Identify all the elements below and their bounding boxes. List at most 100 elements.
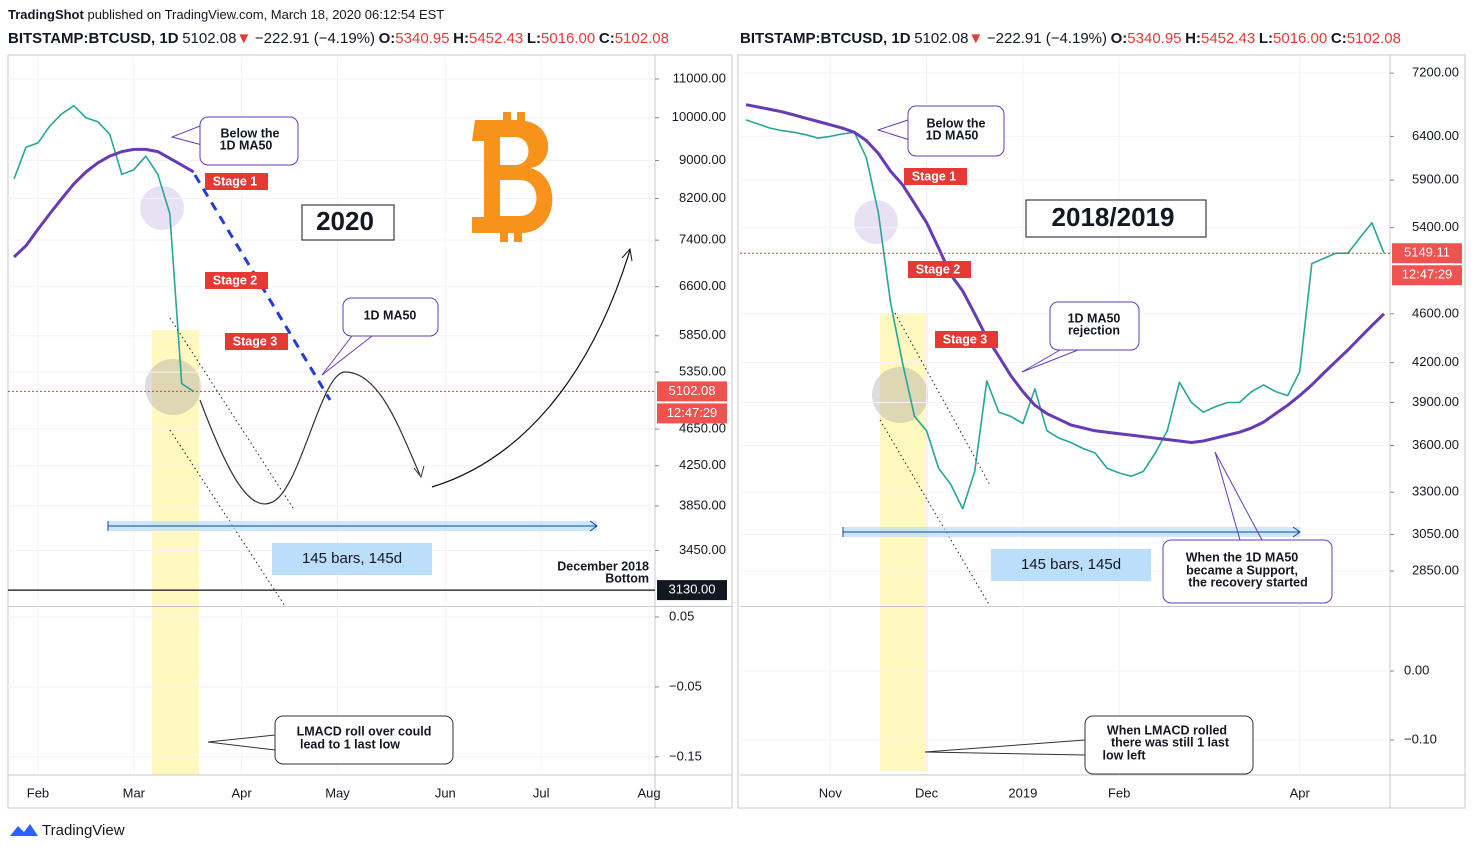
y-tick-label: 10000.00 [672,109,726,124]
stage-label: Stage 1 [213,174,258,188]
background-layer [140,186,928,775]
quote-line: BITSTAMP:BTCUSD, 1D 5102.08▼ −222.91 (−4… [8,30,669,47]
support-tag-label: 3130.00 [669,582,716,597]
x-tick-label: Apr [1290,785,1311,800]
y-tick-label: 3850.00 [679,497,726,512]
y-tick-label: 4650.00 [679,421,726,436]
callout-text: 1D MA50 [926,128,979,142]
quote-h: 5452.43 [469,30,523,47]
quote-c: 5102.08 [615,30,669,47]
callout-text: 1D MA50 [364,308,417,322]
y-tick-label: 4250.00 [679,457,726,472]
panel-title: 2018/2019 [1052,202,1175,232]
stage-box [935,331,998,348]
callout-text: became a Support, [1186,563,1298,577]
quote-o: 5340.95 [1127,30,1181,47]
stage-box [205,272,268,289]
callout-pointer [1021,349,1079,373]
stage-label: Stage 3 [233,334,278,348]
annotation-layer: 145 bars, 145d Below the 1D MA50 Stage 1… [107,105,1333,775]
quote-change: −222.91 (−4.19%) [987,30,1107,47]
bottom-label: December 2018 [557,559,649,573]
y-tick-label: 2850.00 [1412,562,1459,577]
callout-pointer [321,335,373,376]
stage-label: Stage 3 [943,332,988,346]
quote-h-label: H: [453,30,469,47]
quote-change: −222.91 (−4.19%) [255,30,375,47]
arrow-head [621,247,633,262]
panel-title: 2020 [316,206,374,236]
y-tick-label: 4200.00 [1412,354,1459,369]
highlight-circle [145,359,201,415]
callout-pointer [876,119,911,141]
x-tick-label: Nov [819,785,843,800]
stage-box [225,333,288,350]
arrow-head [1292,526,1301,538]
publisher: TradingShot [8,7,85,22]
x-tick-label: Mar [123,785,146,800]
callout-text: the recovery started [1188,575,1308,589]
projection-path [431,249,631,488]
x-tick-label: Feb [27,785,49,800]
x-tick-label: Feb [1108,785,1130,800]
quote-symbol: BITSTAMP:BTCUSD, 1D [740,30,911,47]
measure-label-box [991,549,1151,581]
countdown-label: 12:47:29 [667,405,718,420]
quote-c: 5102.08 [1347,30,1401,47]
measure-label-box [272,543,432,575]
stage-label: Stage 2 [213,273,258,287]
callout-text: When the 1D MA50 [1186,550,1299,564]
bottom-label: Bottom [605,571,649,585]
y-tick-label: 9000.00 [679,152,726,167]
quote-last: 5102.08 [914,30,968,47]
x-tick-label: Apr [232,785,253,800]
callout-box [1084,715,1254,775]
channel-line [169,317,294,509]
quote-l-label: L: [1259,30,1273,47]
quote-last: 5102.08 [182,30,236,47]
support-tag [657,580,727,601]
highlight [152,330,199,775]
price-tag [1392,243,1462,264]
quote-c-label: C: [1331,30,1347,47]
y-tick-label: 3600.00 [1412,437,1459,452]
arrow-head [413,465,425,479]
stage-box [205,173,268,190]
x-tick-label: Jun [435,785,456,800]
channel-line [894,312,991,486]
y-tick-label: −0.05 [669,678,702,693]
countdown-tag [657,403,727,424]
bitcoin-logo [472,112,553,242]
stage-box [904,168,967,185]
callout-text: When LMACD rolled [1107,723,1227,737]
y-tick-label: −0.10 [1404,731,1437,746]
callout-box [1162,539,1333,604]
highlight-circle [140,186,184,230]
quote-l: 5016.00 [541,30,595,47]
callout-text: 1D MA50 [220,138,273,152]
y-tick-label: 3050.00 [1412,526,1459,541]
panel-frame [737,54,1466,809]
y-tick-label: 6400.00 [1412,128,1459,143]
y-tick-label: 0.05 [669,608,694,623]
y-tick-label: 3300.00 [1412,484,1459,499]
callout-pointer [207,734,276,751]
callout-text: low left [1102,748,1146,762]
price-tag-label: 5102.08 [669,383,716,398]
callout-text: lead to 1 last low [300,737,400,751]
measure-label: 145 bars, 145d [1021,556,1121,573]
stage-box [908,261,971,278]
channel-line [879,419,991,607]
quote-h-label: H: [1185,30,1201,47]
title-box [1025,199,1207,238]
y-tick-label: −0.15 [669,748,702,763]
quote-o-label: O: [1111,30,1128,47]
callout-text: there was still 1 last [1111,735,1230,749]
callout-text: Below the [926,116,985,130]
quote-l-label: L: [527,30,541,47]
quote-symbol: BITSTAMP:BTCUSD, 1D [8,30,179,47]
stage-label: Stage 1 [912,169,957,183]
callout-text: rejection [1068,323,1120,337]
y-tick-label: 3900.00 [1412,394,1459,409]
